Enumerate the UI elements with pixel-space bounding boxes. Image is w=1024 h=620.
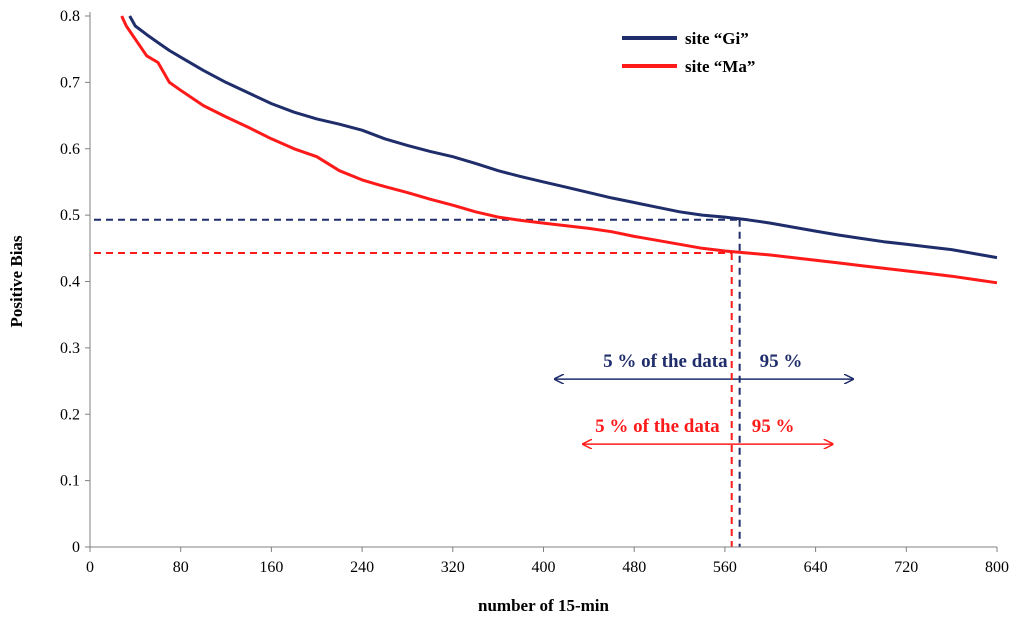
y-tick-label: 0.3 [60, 340, 80, 357]
plot-area: 5 % of the data 95 % 5 % of the data 95 % [94, 15, 998, 547]
x-tick-label: 80 [173, 559, 189, 576]
y-tick-label: 0.4 [60, 274, 80, 291]
y-tick-label: 0.8 [60, 8, 80, 25]
x-tick-label: 320 [441, 559, 465, 576]
y-tick-label: 0.2 [60, 406, 80, 423]
y-tick-label: 0 [72, 539, 80, 556]
x-tick-label: 560 [713, 559, 737, 576]
legend-label: site “Gi” [685, 29, 749, 48]
series-line-ma [120, 15, 998, 285]
x-tick-label: 0 [86, 559, 94, 576]
x-tick-label: 240 [350, 559, 374, 576]
x-tick-label: 160 [259, 559, 283, 576]
y-tick-label: 0.1 [60, 473, 80, 490]
annotation-right-text: 95 % [760, 351, 803, 372]
annotation-left-text: 5 % of the data [595, 416, 720, 437]
legend: site “Gi” site “Ma” [622, 29, 755, 76]
x-axis-title: number of 15-min [478, 596, 610, 615]
series-line-gi [128, 15, 998, 260]
x-tick-label: 480 [622, 559, 646, 576]
legend-label: site “Ma” [685, 57, 755, 76]
y-tick-label: 0.6 [60, 141, 80, 158]
annotation-left-text: 5 % of the data [603, 351, 728, 372]
x-tick-label: 640 [804, 559, 828, 576]
x-tick-label: 720 [894, 559, 918, 576]
axes: 0 0.1 0.2 0.3 0.4 0.5 0.6 0.7 0.8 0 80 160 240 320 400… [60, 8, 1009, 576]
y-tick-label: 0.5 [60, 207, 80, 224]
x-tick-label: 400 [532, 559, 556, 576]
y-tick-label: 0.7 [60, 74, 80, 91]
x-tick-label: 800 [985, 559, 1009, 576]
y-axis-title: Positive Bias [7, 235, 26, 327]
annotation-right-text: 95 % [752, 416, 795, 437]
